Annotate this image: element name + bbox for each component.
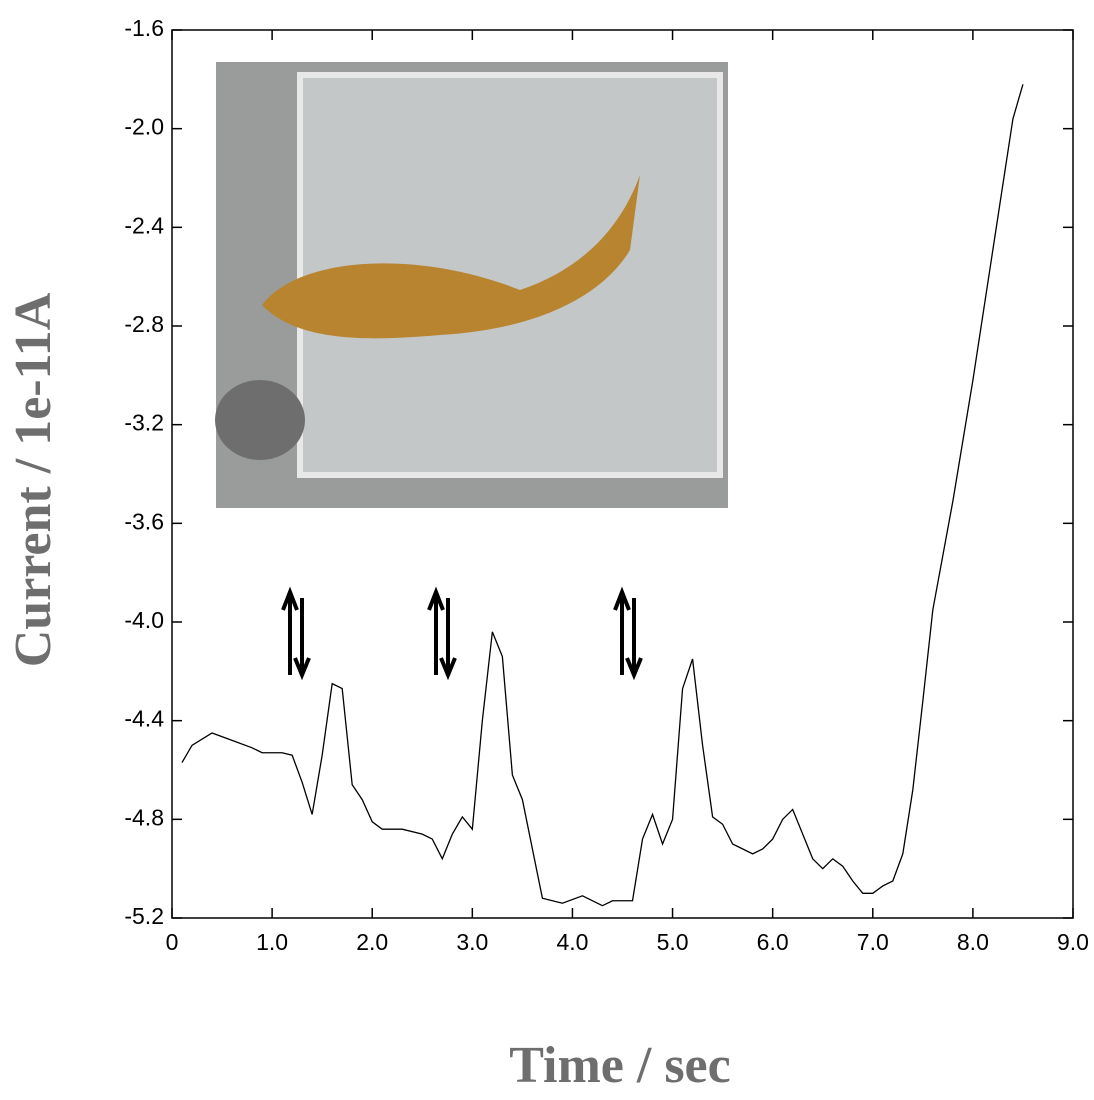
y-tick-label: -3.2 [124, 410, 164, 436]
photo-bubbles [215, 380, 305, 460]
photo-fish [262, 175, 640, 339]
x-tick-label: 3.0 [456, 929, 488, 955]
y-tick-label: -2.8 [124, 311, 164, 337]
y-tick-label: -2.0 [124, 114, 164, 140]
y-tick-label: -5.2 [124, 903, 164, 929]
plot-frame [171, 29, 1074, 919]
x-tick-label: 8.0 [957, 929, 989, 955]
y-tick-label: -3.6 [124, 508, 164, 534]
y-axis-title: Current / 1e-11A [5, 292, 62, 667]
arrow-annotations [281, 586, 643, 681]
x-tick-label: 1.0 [256, 929, 288, 955]
x-tick-label: 4.0 [556, 929, 588, 955]
y-tick-label: -4.8 [124, 804, 164, 830]
x-tick-label: 2.0 [356, 929, 388, 955]
line-series [181, 84, 1024, 907]
x-tick-label: 9.0 [1057, 929, 1089, 955]
x-tick-label: 0 [166, 929, 179, 955]
inset-photo [215, 62, 728, 508]
x-tick-label: 7.0 [857, 929, 889, 955]
x-axis-title: Time / sec [509, 1037, 730, 1094]
y-tick-label: -2.4 [124, 212, 164, 238]
y-tick-label: -1.6 [124, 15, 164, 41]
x-tick-label: 6.0 [757, 929, 789, 955]
y-tick-label: -4.0 [124, 607, 164, 633]
x-tick-label: 5.0 [657, 929, 689, 955]
y-tick-label: -4.4 [124, 706, 164, 732]
